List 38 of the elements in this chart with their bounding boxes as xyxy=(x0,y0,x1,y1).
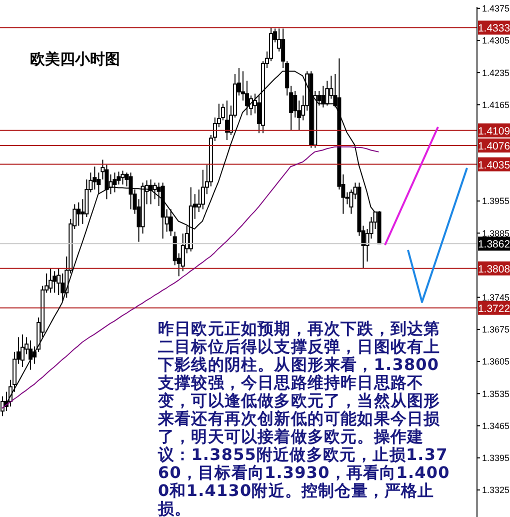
candlestick xyxy=(321,85,326,108)
candlestick xyxy=(52,270,57,294)
ref-line-label: 1.4076 xyxy=(478,140,510,153)
ref-line-label: 1.4109 xyxy=(478,125,510,138)
candlestick xyxy=(108,174,113,195)
candlestick xyxy=(224,100,229,141)
y-tick-label: 1.3955 xyxy=(482,196,510,206)
candlestick xyxy=(28,340,33,370)
y-tick-label: 1.4305 xyxy=(482,36,510,46)
y-tick-label: 1.3675 xyxy=(482,324,510,335)
y-tick-label: 1.3535 xyxy=(482,388,510,399)
ref-line-label: 1.4035 xyxy=(478,159,510,172)
y-tick-label: 1.3395 xyxy=(482,453,510,464)
ref-line-label: 1.3808 xyxy=(478,263,510,276)
candlestick xyxy=(200,169,205,210)
y-tick-label: 1.4235 xyxy=(482,68,510,78)
candlestick xyxy=(168,208,173,236)
ref-line-label: 1.4333 xyxy=(478,22,510,35)
y-tick-label: 1.3325 xyxy=(482,485,510,496)
candlestick xyxy=(92,166,97,190)
ref-line-label: 1.3722 xyxy=(478,302,510,315)
text: 欧美四小时图 xyxy=(30,50,120,69)
y-tick-label: 1.3465 xyxy=(482,420,510,431)
candlestick xyxy=(76,202,81,226)
candlestick xyxy=(120,170,125,185)
candlestick xyxy=(325,80,330,106)
y-tick-label: 1.3885 xyxy=(482,228,510,238)
y-tick-label: 1.3745 xyxy=(482,292,510,303)
candlestick xyxy=(60,272,65,302)
candlestick xyxy=(20,334,25,368)
y-tick-label: 1.3605 xyxy=(482,356,510,367)
y-tick-label: 1.4165 xyxy=(482,100,510,110)
y-tick-label: 1.4375 xyxy=(482,4,510,14)
ref-line-label: 1.3862 xyxy=(478,238,510,251)
candlestick xyxy=(128,172,133,210)
candlestick xyxy=(48,268,53,294)
text: 昨日欧元正如预期，再次下跌，到达第二目标位后得以支撑反弹，日图收有上下影线的阴柱。从图形来看，1.3800支撑较强，今日思路维持昨日思路不变，可以逢低做多欧元了，当然从图形来看还有再次创新低的可能如果今日损了，明天可以接着做多欧元。操作建议：1.3855附近做多欧元，止损1.3760，目标看向1.3930，再看向1.4000和1.4130附近。控制仓量，严格止损。 xyxy=(158,319,450,517)
candlestick xyxy=(112,172,117,193)
